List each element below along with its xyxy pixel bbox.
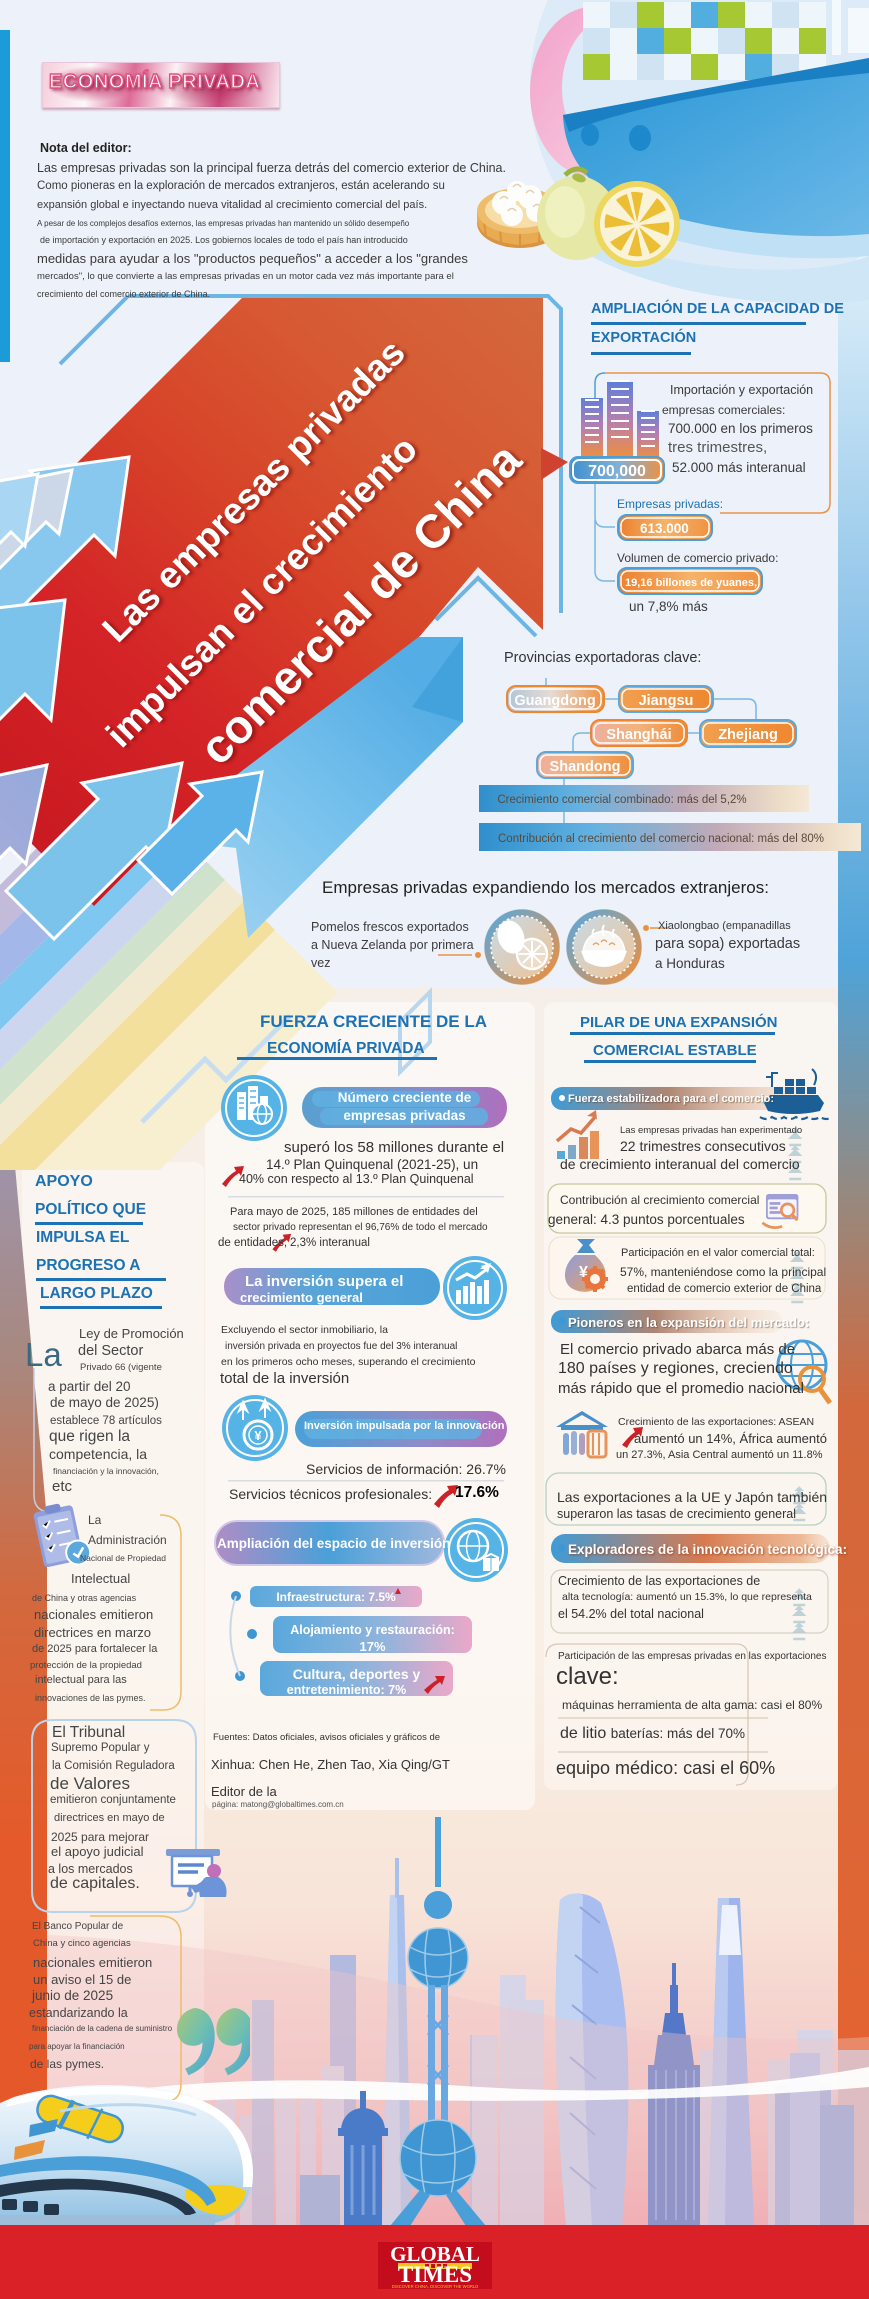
- svg-text:Shandong: Shandong: [550, 759, 621, 775]
- svg-text:Contribución al crecimiento de: Contribución al crecimiento del comercio…: [498, 833, 824, 845]
- svg-text:Jiangsu: Jiangsu: [639, 693, 694, 709]
- svg-text:Crecimiento comercial combinad: Crecimiento comercial combinado: más del…: [497, 794, 746, 806]
- svg-text:TIMES: TIMES: [398, 2262, 472, 2287]
- svg-text:Shanghái: Shanghái: [606, 727, 671, 743]
- svg-text:19,16 billones de yuanes,: 19,16 billones de yuanes,: [625, 577, 757, 589]
- svg-text:700,000: 700,000: [588, 463, 646, 480]
- svg-text:Guangdong: Guangdong: [514, 693, 595, 709]
- svg-text:¥: ¥: [254, 1428, 262, 1443]
- svg-text:¥: ¥: [579, 1264, 588, 1281]
- svg-text:Zhejiang: Zhejiang: [718, 727, 778, 743]
- svg-text:613.000: 613.000: [640, 521, 689, 536]
- svg-text:DISCOVER CHINA, DISCOVER THE W: DISCOVER CHINA, DISCOVER THE WORLD: [392, 2284, 478, 2289]
- svg-text:GLOBAL: GLOBAL: [390, 2242, 480, 2266]
